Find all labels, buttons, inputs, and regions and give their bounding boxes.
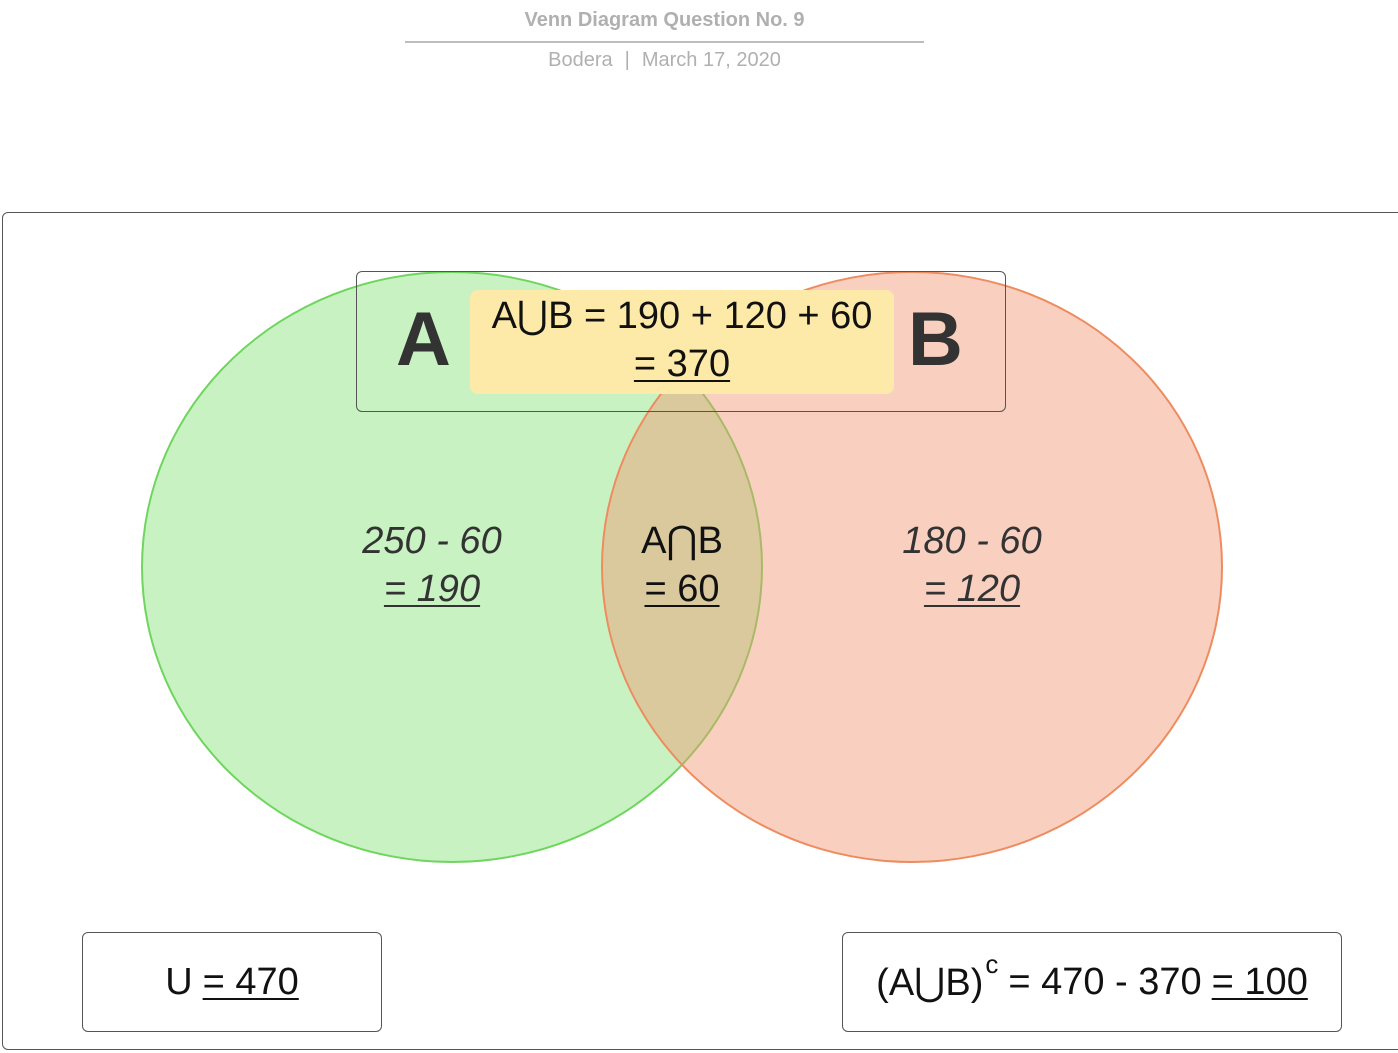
complement-label: (A⋃B) bbox=[876, 961, 984, 1004]
diagram-frame bbox=[2, 212, 1398, 1050]
region-b-only: 180 - 60 = 120 bbox=[872, 517, 1072, 613]
region-intersection: A⋂B = 60 bbox=[612, 517, 752, 613]
intersection-label: A⋂B bbox=[641, 520, 723, 562]
page-title: Venn Diagram Question No. 9 bbox=[524, 9, 805, 31]
union-result: = 370 bbox=[633, 343, 731, 385]
region-b-result: = 120 bbox=[923, 568, 1021, 610]
set-b-label: B bbox=[908, 297, 963, 382]
complement-result: = 100 bbox=[1211, 960, 1308, 1003]
region-b-expr: 180 - 60 bbox=[902, 520, 1042, 562]
complement-expr: = 470 - 370 bbox=[1008, 960, 1202, 1003]
universe-value: = 470 bbox=[202, 960, 299, 1003]
intersection-result: = 60 bbox=[644, 568, 720, 610]
set-a-label: A bbox=[396, 297, 451, 382]
region-a-result: = 190 bbox=[383, 568, 481, 610]
set-label-box bbox=[356, 271, 1006, 412]
union-formula: A⋃B = 190 + 120 + 60 bbox=[491, 295, 873, 337]
date: March 17, 2020 bbox=[641, 49, 781, 71]
byline: Bodera | March 17, 2020 bbox=[405, 46, 924, 74]
universe-box: U = 470 bbox=[82, 932, 382, 1032]
complement-box: (A⋃B) c = 470 - 370 = 100 bbox=[842, 932, 1342, 1032]
complement-superscript: c bbox=[985, 948, 999, 979]
universe-label: U bbox=[165, 960, 193, 1003]
title-divider bbox=[405, 41, 924, 43]
author: Bodera bbox=[548, 49, 613, 71]
region-a-only: 250 - 60 = 190 bbox=[332, 517, 532, 613]
byline-separator: | bbox=[624, 49, 630, 71]
region-a-expr: 250 - 60 bbox=[362, 520, 502, 562]
union-note: A⋃B = 190 + 120 + 60 = 370 bbox=[470, 290, 894, 394]
